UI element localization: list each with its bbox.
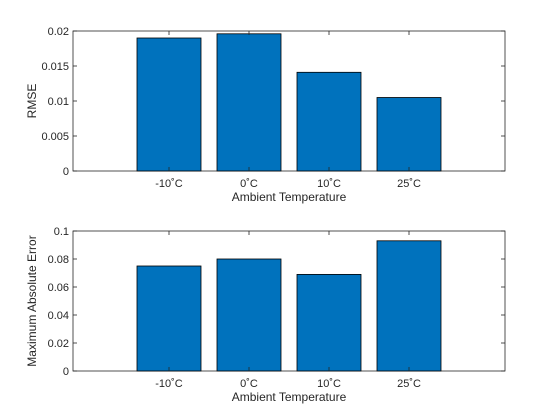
chart-panel-1: 0 0.005 0.01 0.015 0.02 -10˚C 0˚C 10˚C 25˚C Ambie… xyxy=(25,26,506,204)
bar-0 xyxy=(136,265,202,372)
chart-panel-2: 0 0.02 0.04 0.06 0.08 0.1 -10˚C 0˚C 10˚C 25˚C Ambi… xyxy=(25,226,506,404)
y-tick-label: 0 xyxy=(63,166,69,178)
y-axis-label: RMSE xyxy=(25,84,39,119)
x-tick-label: 25˚C xyxy=(397,178,421,190)
bar-0 xyxy=(136,37,202,172)
y-tick-label: 0.04 xyxy=(48,310,69,322)
y-tick-label: 0 xyxy=(63,366,69,378)
bar-1 xyxy=(216,33,282,172)
y-tick-label: 0.1 xyxy=(54,226,69,238)
x-tick-label: 0˚C xyxy=(240,178,258,190)
y-tick-label: 0.02 xyxy=(48,338,69,350)
y-tick-label: 0.015 xyxy=(41,61,69,73)
y-tick-label: 0.02 xyxy=(48,26,69,38)
y-tick-label: 0.08 xyxy=(48,254,69,266)
y-tick-label: 0.06 xyxy=(48,282,69,294)
y-tick-label: 0.01 xyxy=(48,96,69,108)
bar-3 xyxy=(376,97,442,172)
bar-2 xyxy=(296,71,362,172)
y-axis-label: Maximum Absolute Error xyxy=(25,235,39,366)
x-tick-label: -10˚C xyxy=(155,378,183,390)
y-tick-label: 0.005 xyxy=(41,131,69,143)
bar-1 xyxy=(216,258,282,372)
x-axis-label: Ambient Temperature xyxy=(232,190,347,204)
x-tick-label: 10˚C xyxy=(317,178,341,190)
x-axis-label: Ambient Temperature xyxy=(232,390,347,404)
x-tick-label: 0˚C xyxy=(240,378,258,390)
x-tick-label: -10˚C xyxy=(155,178,183,190)
bar-2 xyxy=(296,273,362,372)
x-tick-label: 10˚C xyxy=(317,378,341,390)
x-tick-label: 25˚C xyxy=(397,378,421,390)
bar-3 xyxy=(376,240,442,372)
